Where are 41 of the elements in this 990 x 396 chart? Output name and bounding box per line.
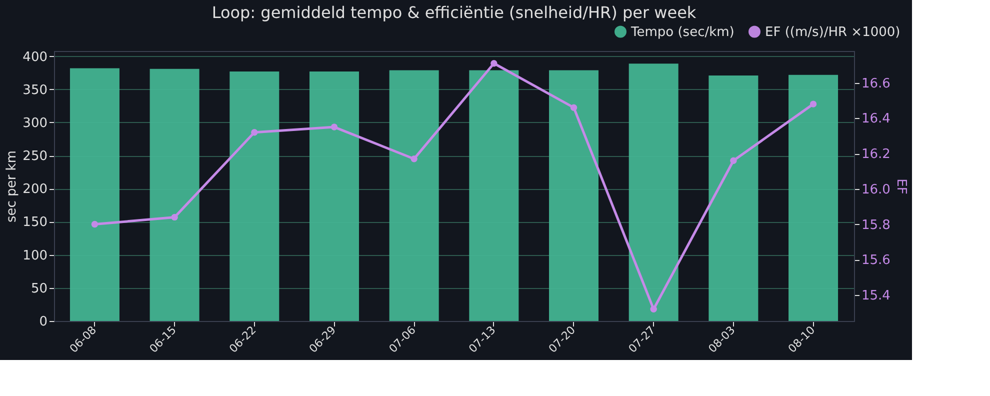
bar (389, 70, 439, 321)
y-tick-label: 100 (22, 248, 48, 264)
y2-tick-label: 16.2 (862, 147, 890, 162)
point (171, 214, 178, 221)
point (570, 104, 578, 111)
bar (309, 72, 359, 321)
point (251, 128, 258, 136)
point (730, 157, 737, 164)
bar (788, 74, 838, 321)
bar (230, 72, 280, 321)
chart-title: Loop: gemiddeld tempo & efficiëntie (snelheid/HR) per week (212, 3, 697, 22)
bar (70, 68, 120, 321)
y2-tick-label: 16.6 (862, 76, 890, 92)
point (91, 220, 98, 228)
y-tick-label: 200 (22, 182, 48, 198)
bar (469, 70, 519, 321)
y-tick-label: 0 (39, 314, 48, 330)
bar (628, 64, 678, 321)
bar (708, 75, 758, 321)
y-tick-label: 300 (22, 116, 48, 131)
y2-tick-label: 16.4 (862, 112, 890, 127)
point (810, 100, 817, 108)
y-axis-title: sec per km (4, 150, 20, 222)
y2-tick-label: 15.6 (862, 253, 890, 268)
y2-tick-label: 15.4 (862, 288, 890, 304)
y-tick-label: 350 (22, 82, 48, 98)
y2-tick-label: 15.8 (862, 218, 890, 233)
y-tick-label: 50 (30, 281, 48, 296)
legend-label: EF ((m/s)/HR ×1000) (765, 24, 900, 40)
bar (549, 70, 599, 321)
point (410, 156, 418, 162)
point (650, 306, 657, 312)
y-tick-label: 150 (22, 215, 48, 230)
y2-axis-title: EF (893, 178, 908, 194)
legend-label: Tempo (sec/km) (630, 24, 734, 40)
point (490, 60, 498, 67)
y-tick-label: 400 (22, 50, 48, 65)
y2-tick-label: 16.0 (862, 182, 890, 198)
y-tick-label: 250 (22, 149, 48, 164)
bar (150, 68, 200, 321)
point (330, 124, 338, 130)
